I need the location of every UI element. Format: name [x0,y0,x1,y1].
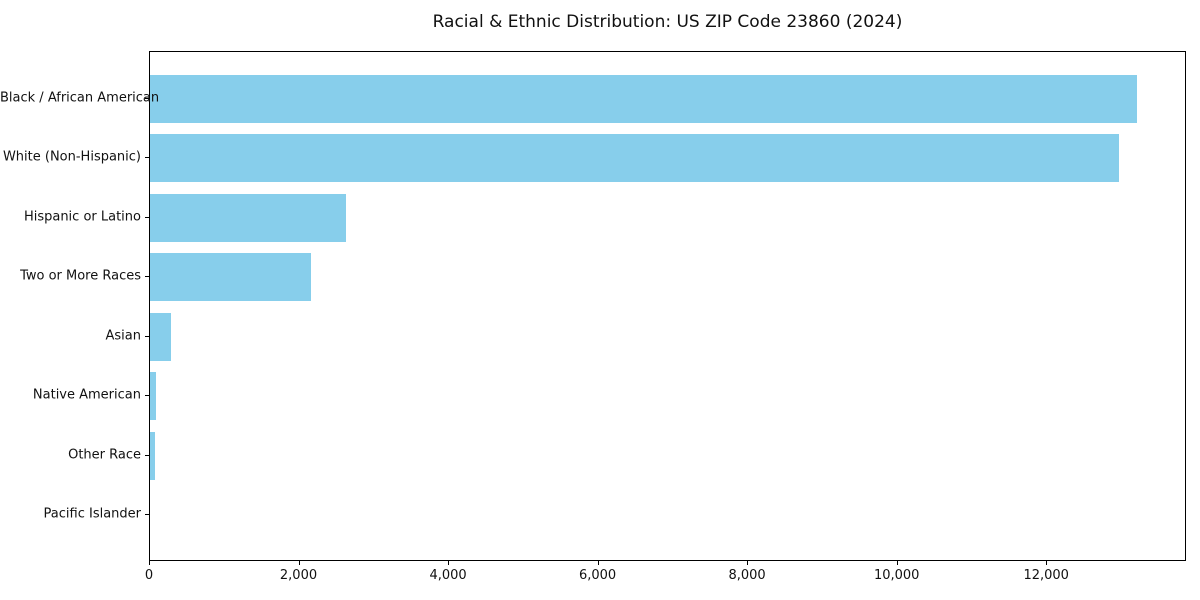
x-tick-label: 4,000 [429,568,467,583]
x-tick-label: 12,000 [1023,568,1069,583]
x-tick-label: 2,000 [279,568,318,583]
chart-title: Racial & Ethnic Distribution: US ZIP Cod… [432,12,903,32]
y-tick-label: Other Race [68,447,141,463]
bar [150,193,346,242]
x-tick-label: 0 [144,568,154,583]
x-tick-label: 8,000 [728,568,766,583]
y-tick-label: White (Non-Hispanic) [2,149,141,165]
x-tick-label: 10,000 [873,568,920,583]
y-tick-mark [145,514,149,516]
y-tick-label: Pacific Islander [43,506,141,522]
x-tick-mark [597,561,599,565]
x-tick-mark [149,561,150,565]
y-tick-mark [145,97,149,99]
x-tick-mark [747,561,749,565]
plot-area [149,51,1186,561]
bar [150,372,156,421]
y-tick-mark [145,216,149,218]
x-tick-mark [448,561,450,565]
y-tick-label: Two or More Races [20,268,141,284]
x-tick-mark [1046,561,1048,565]
bar [150,431,155,480]
y-tick-mark [145,335,149,337]
x-tick-mark [298,561,300,565]
y-tick-mark [145,276,149,278]
y-tick-mark [145,157,149,159]
y-tick-label: Black / African American [0,90,160,106]
bar [150,253,311,302]
y-tick-label: Asian [105,328,141,344]
y-tick-label: Native American [32,387,141,403]
bar [150,312,171,361]
x-tick-label: 6,000 [578,568,617,583]
bar [150,74,1137,123]
bar [150,134,1119,183]
x-tick-mark [896,561,898,565]
y-tick-mark [145,454,149,456]
y-tick-mark [145,395,149,397]
y-tick-label: Hispanic or Latino [23,209,141,225]
